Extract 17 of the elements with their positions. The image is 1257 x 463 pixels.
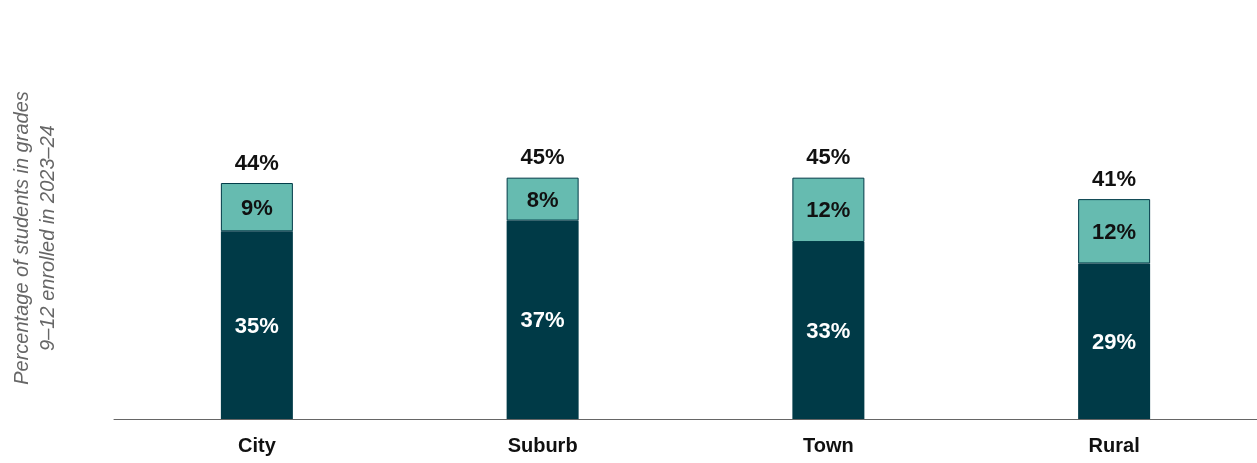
x-tick-label: Rural (1088, 434, 1140, 456)
data-label: 12% (1092, 218, 1137, 244)
total-label: 45% (520, 144, 565, 170)
x-tick-label: City (237, 434, 277, 456)
x-tick-label: Town (803, 434, 854, 456)
y-axis-title: Percentage of students in grades 9–12 enrolled in 2023–24 (10, 91, 58, 385)
total-label: 41% (1092, 165, 1137, 191)
total-label: 44% (234, 149, 279, 175)
data-label: 12% (806, 197, 851, 223)
data-label: 37% (520, 307, 565, 333)
data-label: 29% (1092, 328, 1137, 354)
x-tick-label: Suburb (507, 434, 578, 456)
data-label: 8% (526, 186, 559, 212)
data-label: 35% (234, 312, 279, 338)
data-label: 9% (240, 194, 273, 220)
total-label: 45% (806, 144, 851, 170)
data-label: 33% (806, 318, 851, 344)
